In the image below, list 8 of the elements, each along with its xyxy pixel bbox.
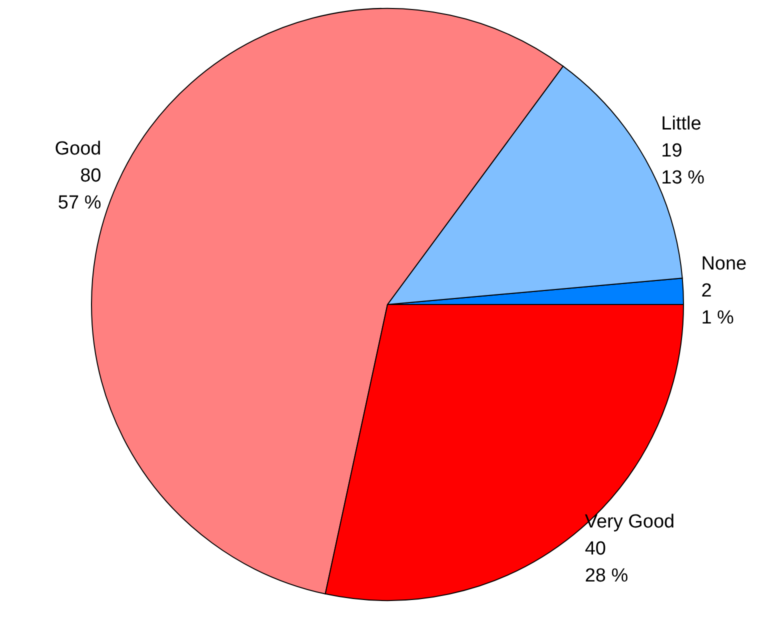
data-label: 80 57 % [58,166,102,214]
slice-label: Good [54,138,102,160]
text: 19 13 % [661,140,704,189]
slice-label: Very Good [584,512,675,533]
text: 2 1 % [701,280,734,329]
slice-label: Little [661,114,702,135]
text: 40 28 % [584,538,628,587]
slice-label: None [701,254,747,275]
